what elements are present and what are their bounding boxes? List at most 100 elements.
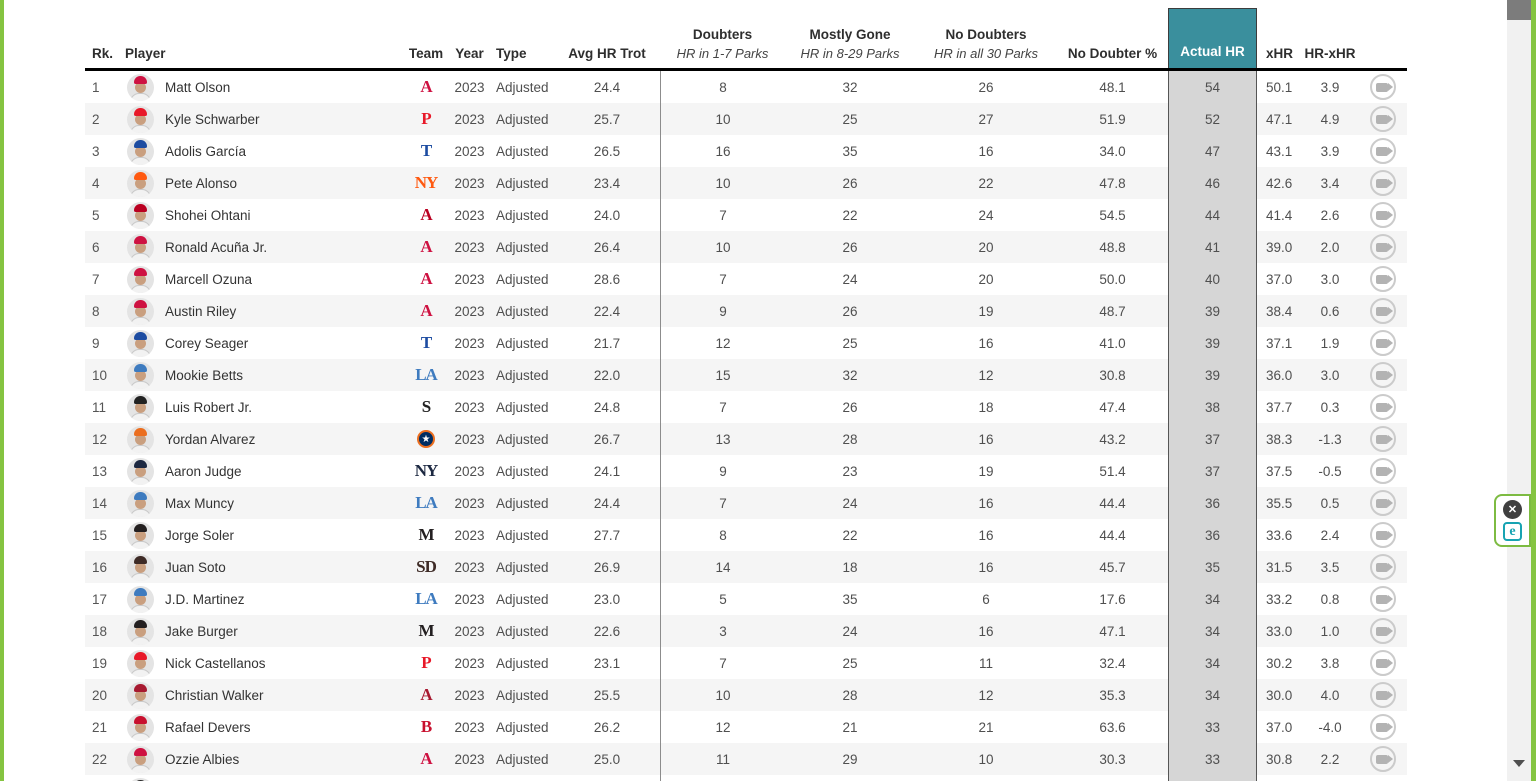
col-header-avg-hr-trot[interactable]: Avg HR Trot [568,45,646,61]
player-name[interactable]: Jorge Soler [165,527,235,543]
col-header-team[interactable]: Team [408,45,444,61]
player-name[interactable]: Matt Olson [165,79,231,95]
player-name[interactable]: Pete Alonso [165,175,238,191]
doubters-cell: 3 [660,615,785,647]
player-name[interactable]: Christian Walker [165,687,264,703]
col-header-doubters[interactable]: Doubters HR in 1-7 Parks [660,27,785,68]
eset-logo-icon[interactable]: e [1503,522,1522,541]
xhr-cell: 37.1 [1266,335,1293,351]
video-icon[interactable] [1370,74,1396,100]
no-doubter-pct-cell: 43.2 [1099,431,1126,447]
video-icon[interactable] [1370,394,1396,420]
player-photo [126,745,154,773]
player-name[interactable]: Luis Robert Jr. [165,399,253,415]
player-name[interactable]: Shohei Ohtani [165,207,251,223]
no-doubter-pct-cell: 48.7 [1099,303,1126,319]
col-header-no-doubter-pct[interactable]: No Doubter % [1067,45,1158,61]
video-icon[interactable] [1370,426,1396,452]
video-icon[interactable] [1370,554,1396,580]
video-icon[interactable] [1370,746,1396,772]
actual-hr-cell: 54 [1168,71,1257,103]
hr-minus-xhr-cell: 0.3 [1320,399,1340,415]
avg-hr-trot-cell: 28.6 [593,271,621,287]
doubters-cell: 5 [660,583,785,615]
team-cell: A [405,77,447,97]
team-cell: S [405,397,447,417]
scrollbar-thumb[interactable] [1507,0,1531,20]
actual-hr-cell: 39 [1168,295,1257,327]
vertical-scrollbar[interactable] [1507,0,1531,781]
video-icon[interactable] [1370,682,1396,708]
col-header-hr-minus-xhr[interactable]: HR-xHR [1304,45,1356,61]
video-icon[interactable] [1370,362,1396,388]
video-icon[interactable] [1370,298,1396,324]
col-header-type[interactable]: Type [496,45,527,61]
photo-cell [120,361,160,389]
col-header-no-doubters[interactable]: No Doubters HR in all 30 Parks [915,27,1057,68]
player-name[interactable]: Marcell Ozuna [165,271,253,287]
no-doubters-cell: 26 [978,79,994,95]
video-icon[interactable] [1370,650,1396,676]
hr-minus-xhr-cell: 1.9 [1320,335,1340,351]
player-name[interactable]: Jake Burger [165,623,238,639]
col-header-rank[interactable]: Rk. [92,45,114,61]
video-icon[interactable] [1370,618,1396,644]
col-header-player[interactable]: Player [125,45,166,61]
player-name[interactable]: Mookie Betts [165,367,244,383]
player-name[interactable]: Austin Riley [165,303,237,319]
video-icon[interactable] [1370,490,1396,516]
hr-minus-xhr-cell: 0.8 [1320,591,1340,607]
doubters-sublabel: HR in 1-7 Parks [676,46,769,62]
type-cell: Adjusted [496,175,549,191]
player-name[interactable]: Aaron Judge [165,463,242,479]
player-photo [126,617,154,645]
video-icon[interactable] [1370,202,1396,228]
video-icon[interactable] [1370,330,1396,356]
player-name[interactable]: Corey Seager [165,335,249,351]
table-row: 7 Marcell Ozuna A 2023 Adjusted 28.6 7 24 20 50.0… [85,263,1407,295]
team-logo-nyy: NY [414,461,439,480]
video-icon[interactable] [1370,522,1396,548]
video-icon[interactable] [1370,138,1396,164]
col-header-actual-hr-selected[interactable]: Actual HR [1168,8,1257,68]
player-name[interactable]: Max Muncy [165,495,235,511]
doubters-cell: 7 [660,263,785,295]
player-name[interactable]: Nick Castellanos [165,655,266,671]
mostly-gone-cell: 26 [842,303,858,319]
col-header-video [1359,62,1407,68]
player-name[interactable]: Ronald Acuña Jr. [165,239,268,255]
team-logo-mia: M [418,621,434,640]
video-icon[interactable] [1370,234,1396,260]
doubters-cell: 12 [660,711,785,743]
video-icon[interactable] [1370,586,1396,612]
player-photo [126,681,154,709]
no-doubters-cell: 19 [978,303,994,319]
team-cell: T [405,141,447,161]
scrollbar-down-arrow-icon[interactable] [1513,760,1525,767]
camera-glyph [1375,530,1393,540]
col-header-year[interactable]: Year [455,45,484,61]
player-name[interactable]: Kyle Schwarber [165,111,260,127]
video-icon[interactable] [1370,266,1396,292]
no-doubters-cell: 24 [978,207,994,223]
mostly-gone-cell: 24 [842,271,858,287]
video-icon[interactable] [1370,106,1396,132]
year-cell: 2023 [454,207,485,223]
player-name[interactable]: J.D. Martinez [165,591,245,607]
player-name[interactable]: Adolis García [165,143,247,159]
team-logo-mia: M [418,525,434,544]
video-icon[interactable] [1370,170,1396,196]
doubters-cell: 12 [660,327,785,359]
video-icon[interactable] [1370,714,1396,740]
no-doubter-pct-cell: 48.8 [1099,239,1126,255]
col-header-xhr[interactable]: xHR [1266,45,1294,61]
player-name[interactable]: Juan Soto [165,559,226,575]
actual-hr-cell: 44 [1168,199,1257,231]
player-photo [126,777,154,781]
player-name[interactable]: Yordan Alvarez [165,431,256,447]
close-icon[interactable]: ✕ [1503,500,1522,519]
player-name[interactable]: Ozzie Albies [165,751,240,767]
col-header-mostly-gone[interactable]: Mostly Gone HR in 8-29 Parks [785,27,915,68]
video-icon[interactable] [1370,458,1396,484]
player-name[interactable]: Rafael Devers [165,719,251,735]
